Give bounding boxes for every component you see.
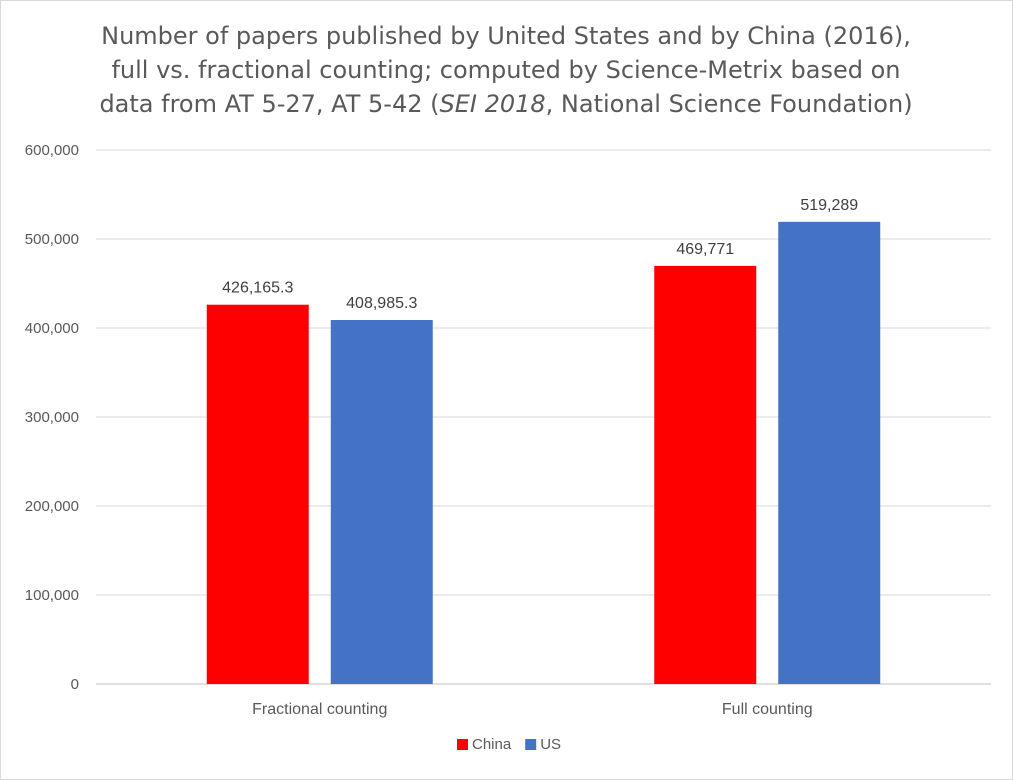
chart-title-line-3-end: , National Science Foundation) [545, 90, 913, 118]
y-tick-label: 0 [71, 676, 79, 693]
y-tick-label: 500,000 [25, 231, 79, 248]
data-label: 519,289 [800, 197, 858, 214]
chart-title-italic: SEI 2018 [439, 90, 546, 118]
bar-china-1 [206, 304, 309, 684]
legend: China US [457, 736, 561, 753]
data-labels: 426,165.3 408,985.3 469,771 519,289 [222, 197, 858, 312]
y-axis-ticks: 0 100,000 200,000 300,000 400,000 500,000 600,… [25, 142, 79, 693]
y-tick-label: 300,000 [25, 409, 79, 426]
bar-us-2 [778, 221, 881, 684]
y-tick-label: 400,000 [25, 320, 79, 337]
data-label: 426,165.3 [222, 280, 293, 297]
x-axis-categories: Fractional counting Full counting [252, 701, 812, 718]
chart-title: Number of papers published by United Sta… [61, 19, 951, 121]
bar-us-1 [330, 320, 433, 684]
chart-title-line-3-start: data from AT 5-27, AT 5-42 ( [99, 90, 440, 118]
legend-swatch-us [525, 739, 537, 750]
y-tick-label: 600,000 [25, 142, 79, 159]
x-category-label: Fractional counting [252, 701, 387, 718]
data-label: 408,985.3 [346, 295, 417, 312]
bars [206, 221, 881, 684]
chart-title-line-2: full vs. fractional counting; computed b… [111, 56, 901, 84]
legend-label-us: US [540, 736, 561, 753]
y-tick-label: 100,000 [25, 587, 79, 604]
chart-title-line-1: Number of papers published by United Sta… [101, 22, 911, 50]
chart-title-line-3: data from AT 5-27, AT 5-42 (SEI 2018, Na… [61, 87, 951, 121]
legend-label-china: China [472, 736, 512, 753]
x-category-label: Full counting [722, 701, 813, 718]
legend-swatch-china [457, 739, 468, 750]
data-label: 469,771 [676, 241, 734, 258]
bar-china-2 [654, 265, 757, 684]
y-tick-label: 200,000 [25, 498, 79, 515]
